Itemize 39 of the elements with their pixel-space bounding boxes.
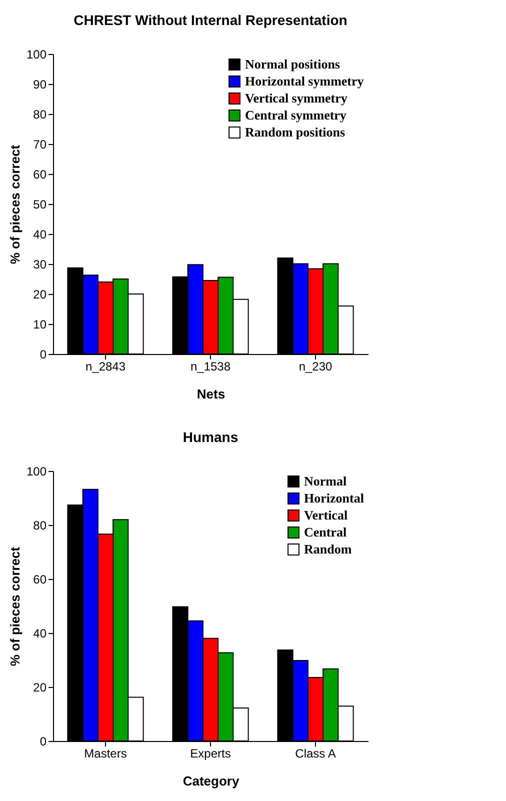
y-tick-label: 50 — [33, 198, 47, 212]
legend-label: Horizontal — [304, 490, 364, 506]
legend-label: Vertical — [304, 508, 348, 522]
legend-label: Normal — [304, 474, 347, 488]
y-axis-title: % of pieces correct — [7, 144, 22, 264]
y-tick-label: 80 — [33, 108, 47, 122]
x-axis-title: Nets — [196, 386, 226, 402]
y-tick-label: 20 — [33, 680, 47, 694]
y-tick-label: 70 — [33, 138, 47, 152]
legend-label: Normal positions — [245, 56, 340, 72]
y-tick-label: 0 — [40, 734, 47, 748]
y-tick-label: 80 — [33, 518, 47, 532]
legend-label: Central symmetry — [245, 108, 347, 122]
y-tick-label: 60 — [33, 168, 47, 182]
legend-label: Central — [304, 524, 347, 540]
x-axis-title: Category — [182, 774, 240, 788]
x-tick-label: Experts — [190, 746, 231, 760]
y-tick-label: 30 — [33, 258, 47, 272]
y-tick-label: 60 — [33, 572, 47, 586]
x-tick-label: Masters — [84, 746, 127, 760]
y-tick-label: 90 — [33, 78, 47, 92]
x-tick-label: n_230 — [298, 360, 333, 374]
y-tick-label: 40 — [33, 626, 47, 640]
y-tick-label: 100 — [26, 464, 47, 478]
chart-title: CHREST Without Internal Representation — [74, 12, 348, 28]
x-tick-label: Class A — [295, 746, 336, 760]
y-tick-label: 100 — [26, 48, 47, 62]
chart-title: Humans — [182, 429, 238, 445]
legend-label: Horizontal symmetry — [245, 74, 364, 88]
legend-label: Random — [304, 542, 352, 556]
y-axis-title: % of pieces correct — [7, 546, 22, 666]
y-tick-label: 20 — [33, 288, 47, 302]
legend-label: Random positions — [245, 124, 346, 140]
x-tick-label: n_1538 — [190, 360, 231, 374]
y-tick-label: 40 — [33, 228, 47, 242]
y-tick-label: 10 — [33, 318, 47, 332]
x-tick-label: n_2843 — [85, 360, 126, 374]
legend-label: Vertical symmetry — [245, 90, 348, 106]
y-tick-label: 0 — [40, 348, 47, 362]
